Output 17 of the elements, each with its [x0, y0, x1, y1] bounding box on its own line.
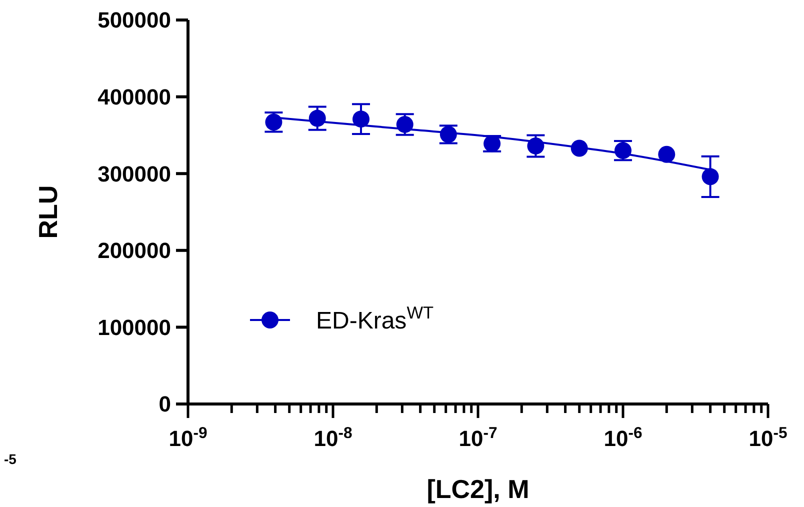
- x-tick-label: 10$^{-5}$: [748, 424, 788, 451]
- y-tick-label: 500000: [98, 8, 171, 33]
- y-tick-label: 400000: [98, 84, 171, 110]
- y-tick-label: 300000: [98, 161, 171, 186]
- y-tick-label: 200000: [98, 238, 171, 264]
- legend-label: ED-Kras$^{WT}$: [316, 302, 434, 334]
- x-tick-label: 10$^{-9}$: [168, 424, 208, 451]
- y-tick-label: 100000: [98, 314, 171, 340]
- x-axis-title: [LC2], M: [426, 474, 530, 504]
- point: [658, 146, 676, 163]
- x-tick-label: 10$^{-6}$: [604, 424, 642, 451]
- point: [702, 168, 719, 186]
- y-axis-title: RLU: [33, 185, 63, 239]
- y-tick-label: 0: [158, 392, 171, 417]
- x-tick-label: 10$^{-7}$: [458, 424, 498, 451]
- text: -5: [4, 451, 17, 467]
- x-tick-label: 10$^{-8}$: [314, 424, 352, 451]
